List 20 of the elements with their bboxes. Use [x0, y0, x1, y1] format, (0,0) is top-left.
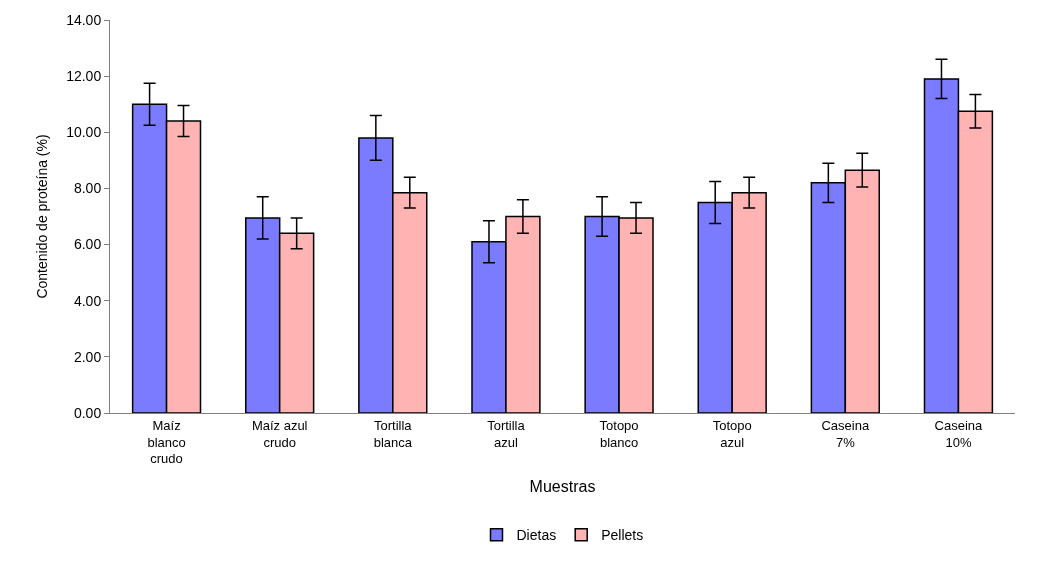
y-tick-label: 6.00: [73, 236, 102, 253]
x-tick-label: Maíz azul crudo: [251, 417, 308, 450]
y-tick-label: 0.00: [73, 404, 102, 421]
x-tick-label: Caseina 10%: [934, 417, 984, 450]
x-tick-label: Maíz blanco crudo: [147, 417, 186, 467]
y-tick-label: 14.00: [66, 11, 102, 28]
y-tick-label: 10.00: [66, 124, 102, 141]
y-tick-label: 8.00: [73, 180, 102, 197]
x-tick-label: Caseina 7%: [821, 417, 870, 450]
x-tick-label: Totopo azul: [712, 417, 752, 450]
y-tick-label: 2.00: [73, 348, 102, 365]
x-axis-title: Muestras: [529, 478, 596, 496]
x-tick-label: Totopo blanco: [599, 417, 639, 450]
y-axis-title: Contenido de proteína (%): [33, 134, 50, 299]
x-tick-label: Tortilla blanca: [373, 417, 413, 450]
legend-label: Pellets: [601, 527, 644, 544]
y-tick-label: 12.00: [66, 68, 102, 85]
x-tick-label: Tortilla azul: [487, 417, 526, 450]
y-tick-label: 4.00: [73, 292, 102, 309]
legend-label: Dietas: [516, 527, 557, 544]
